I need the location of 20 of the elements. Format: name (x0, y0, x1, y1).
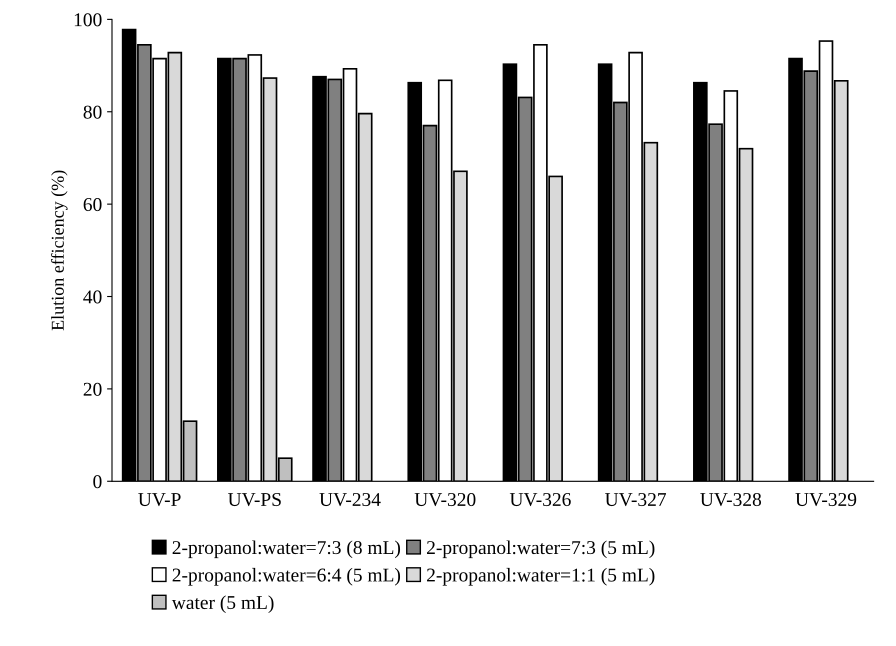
x-tick-label: UV-328 (700, 492, 762, 506)
legend-label: 2-propanol:water=6:4 (5 mL) (172, 568, 400, 586)
y-tick-label: 60 (84, 198, 102, 212)
y-tick-label: 80 (84, 106, 102, 119)
legend-label: 2-propanol:water=7:3 (5 mL) (427, 540, 654, 558)
y-tick-label: 40 (83, 290, 102, 304)
y-tick-label: 20 (84, 382, 102, 396)
y-tick-label: 100 (74, 13, 102, 26)
legend-label: 2-propanol:water=1:1 (5 mL) (427, 568, 654, 586)
x-tick-label: UV-327 (605, 493, 666, 506)
x-tick-label: UV-320 (414, 492, 476, 506)
legend-label: 2-propanol:water=7:3 (8 mL) (172, 540, 400, 558)
legend-label: water (5 mL) (172, 595, 274, 614)
y-axis-title: Elution efficiency (%) (50, 170, 68, 330)
x-tick-label: UV-329 (795, 493, 856, 506)
x-tick-label: UV-326 (510, 493, 571, 506)
y-tick-label: 0 (93, 475, 102, 488)
x-tick-label: UV-P (138, 493, 181, 506)
x-tick-label: UV-234 (319, 493, 381, 506)
x-tick-label: UV-PS (228, 493, 281, 506)
